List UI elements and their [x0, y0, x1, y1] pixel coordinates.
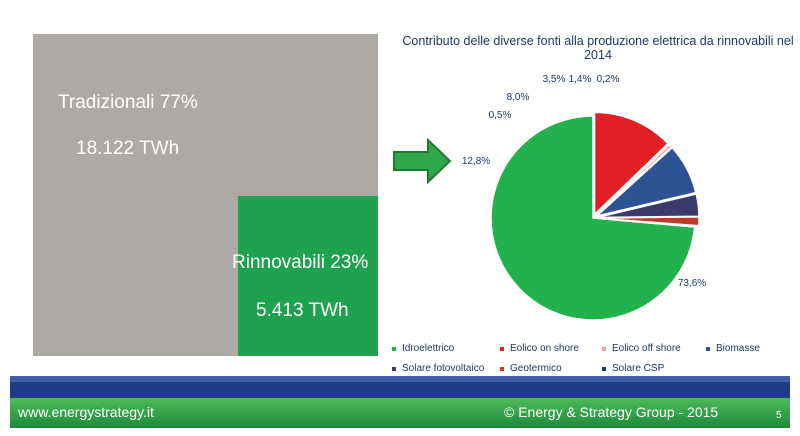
legend-label: Biomasse [716, 343, 760, 354]
pie-label-solare-csp: 0,2% [597, 74, 620, 85]
traditional-label: Tradizionali 77% [58, 92, 198, 113]
pie-label-biomasse: 8,0% [507, 92, 530, 103]
legend-swatch [392, 366, 396, 371]
legend-swatch [706, 346, 710, 351]
legend-label: Geotermico [510, 363, 562, 374]
pie-label-eolico-off-shore: 0,5% [489, 110, 512, 121]
pie-slice-idroelettrico [490, 115, 696, 321]
pie-label-geotermico: 1,4% [569, 74, 592, 85]
legend-label: Eolico on shore [510, 343, 579, 354]
footer-bar [10, 398, 790, 428]
pie-label-eolico-on-shore: 12,8% [462, 156, 490, 167]
footer-copyright: © Energy & Strategy Group - 2015 [504, 404, 719, 420]
legend-item-solare-fotovoltaico: Solare fotovoltaico [392, 363, 484, 374]
legend-swatch [500, 366, 504, 371]
legend-item-biomasse: Biomasse [706, 343, 760, 354]
footer-accent-bar [10, 376, 790, 382]
legend-item-idroelettrico: Idroelettrico [392, 343, 454, 354]
footer-website: www.energystrategy.it [18, 404, 154, 420]
arrow-right-icon [393, 138, 452, 184]
pie-slice-biomasse [596, 146, 697, 217]
pie-label-idroelettrico: 73,6% [678, 278, 706, 289]
legend-label: Idroelettrico [402, 343, 455, 354]
legend-swatch [500, 346, 504, 351]
traditional-value: 18.122 TWh [76, 138, 180, 159]
pie-slice-solare-csp [596, 217, 700, 229]
legend-item-eolico-on-shore: Eolico on shore [500, 343, 579, 354]
chart-title: Contributo delle diverse fonti alla prod… [402, 34, 794, 62]
renewable-block [238, 196, 378, 356]
legend-swatch [602, 366, 606, 371]
pie-label-solare-fotovoltaico: 3,5% [543, 74, 566, 85]
legend-item-solare-csp: Solare CSP [602, 363, 664, 374]
legend-label: Solare fotovoltaico [402, 363, 485, 374]
pie-slice-eolico-on-shore [593, 111, 670, 217]
legend-label: Eolico off shore [612, 343, 681, 354]
renewable-label: Rinnovabili 23% [232, 252, 369, 273]
legend-swatch [392, 346, 396, 351]
legend-item-geotermico: Geotermico [500, 363, 562, 374]
renewable-value: 5.413 TWh [256, 300, 349, 321]
legend-label: Solare CSP [612, 363, 665, 374]
legend-swatch [602, 346, 606, 351]
page-number: 5 [776, 410, 782, 421]
footer-top-bar [10, 382, 790, 398]
pie-slice-eolico-off-shore [595, 143, 673, 216]
pie-chart: 73,6% 12,8% 0,5% 8,0% 3,5% 1,4% 0,2% [462, 74, 706, 321]
legend-item-eolico-off-shore: Eolico off shore [602, 343, 681, 354]
